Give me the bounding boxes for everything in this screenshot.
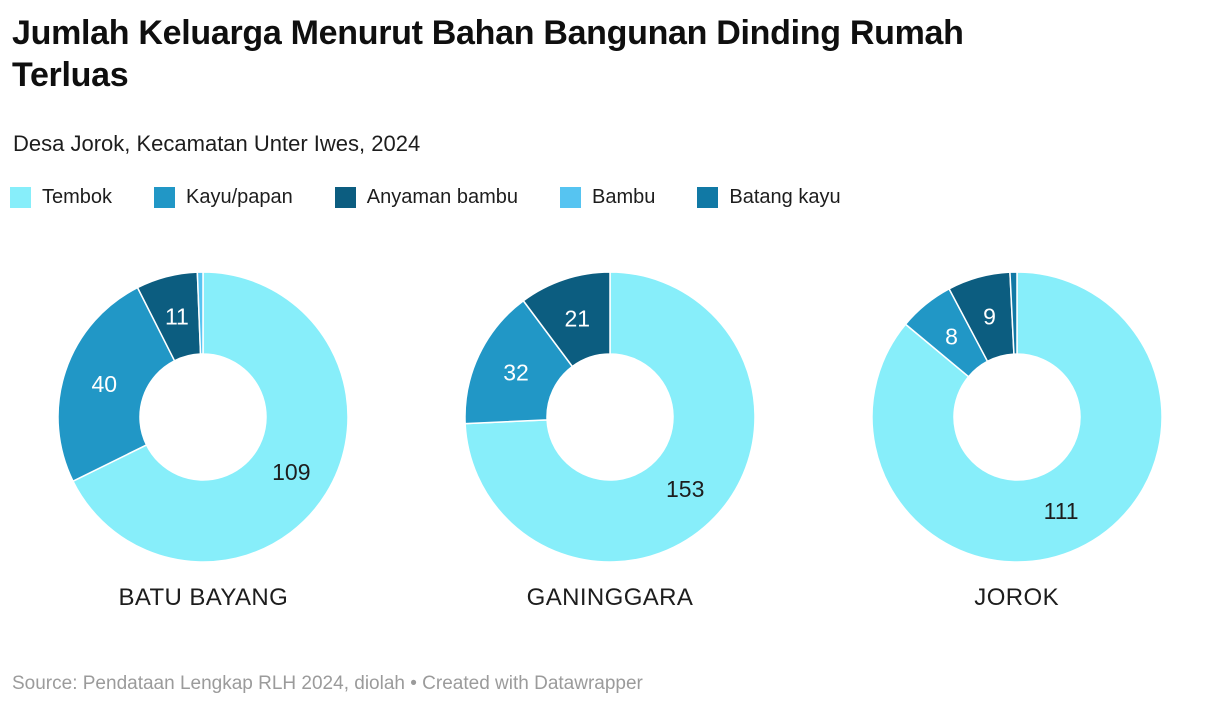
donut-svg: 153 32 21: [464, 272, 755, 562]
donut-svg: 111 89: [871, 272, 1162, 562]
page-title-line2: Terluas: [12, 56, 129, 95]
legend-label: Kayu/papan: [186, 186, 293, 208]
donut-svg: 109 40 11: [58, 272, 349, 562]
legend-swatch-icon: [10, 187, 31, 208]
slice-value-label: 153: [666, 476, 704, 502]
legend-label: Tembok: [42, 186, 113, 208]
donut-title: GANINGGARA: [526, 584, 694, 611]
page-title: Jumlah Keluarga Menurut Bahan Bangunan D…: [12, 12, 1202, 96]
legend-swatch-icon: [154, 187, 176, 208]
legend-swatch-icon: [560, 187, 581, 208]
legend-item-kayu-papan[interactable]: Kayu/papan: [154, 186, 293, 209]
donut-chart-ganinggara: 153 32 21 GANINGGARA: [464, 272, 755, 612]
legend-swatch-icon: [697, 187, 719, 208]
legend-item-batang-kayu[interactable]: Batang kayu: [697, 186, 841, 209]
legend-swatch-icon: [334, 187, 356, 208]
slice-value-label: 21: [564, 305, 590, 331]
source-attribution: Source: Pendataan Lengkap RLH 2024, diol…: [12, 673, 643, 694]
slice-value-label: 11: [165, 303, 189, 329]
legend-label: Anyaman bambu: [366, 186, 518, 208]
slice-value-label: 40: [92, 371, 118, 397]
page-subtitle: Desa Jorok, Kecamatan Unter Iwes, 2024: [13, 131, 421, 156]
donut-slice-anyaman-bambu[interactable]: [522, 272, 611, 368]
slice-value-label: 8: [945, 323, 958, 349]
legend-item-anyaman-bambu[interactable]: Anyaman bambu: [334, 186, 518, 209]
slice-value-label: 109: [272, 459, 310, 485]
donut-slice-tembok[interactable]: [72, 272, 349, 562]
slice-value-label: 111: [1043, 498, 1078, 524]
legend-label: Bambu: [592, 186, 656, 208]
legend-item-bambu[interactable]: Bambu: [560, 186, 655, 209]
charts-row: 109 40 11 BATU BAYANG 153 32 21 GANINGGARA 111 8 9…: [0, 272, 1220, 612]
donut-chart-jorok: 111 8 9 JOROK: [871, 272, 1162, 612]
donut-title: JOROK: [974, 584, 1059, 611]
slice-value-label: 32: [503, 360, 529, 386]
page-title-line1: Jumlah Keluarga Menurut Bahan Bangunan D…: [12, 14, 964, 52]
donut-slice-tembok[interactable]: [871, 272, 1162, 562]
slice-value-label: 9: [983, 304, 996, 330]
legend-item-tembok[interactable]: Tembok: [10, 186, 112, 209]
donut-slice-kayu-papan[interactable]: [58, 286, 176, 483]
donut-title: BATU BAYANG: [118, 584, 289, 611]
donut-slice-batang-kayu[interactable]: [1008, 272, 1018, 355]
donut-slice-bambu[interactable]: [196, 272, 205, 355]
legend: Tembok Kayu/papan Anyaman bambu Bambu Batang…: [10, 186, 841, 209]
donut-chart-batu-bayang: 109 40 11 BATU BAYANG: [58, 272, 349, 612]
legend-label: Batang kayu: [729, 186, 841, 208]
donut-slice-tembok[interactable]: [464, 272, 755, 562]
